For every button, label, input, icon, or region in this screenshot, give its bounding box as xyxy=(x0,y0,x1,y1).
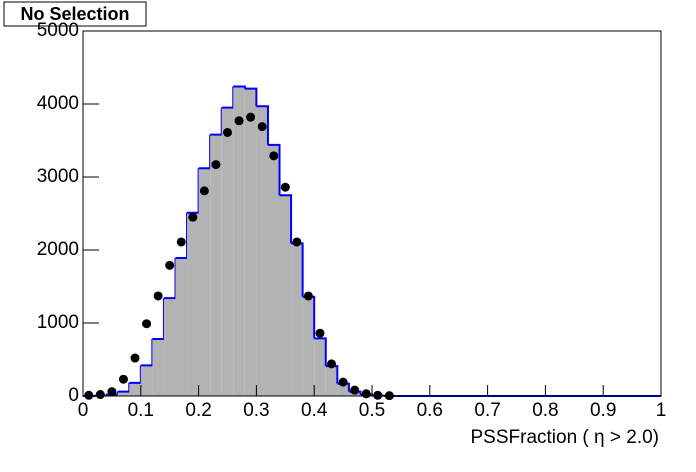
data-point xyxy=(153,291,163,301)
histogram-bar xyxy=(267,144,280,396)
histogram-bar xyxy=(256,106,268,396)
histogram-outline xyxy=(256,105,269,145)
histogram-bar xyxy=(117,391,130,396)
y-tick-label: 0 xyxy=(68,385,79,406)
data-point xyxy=(246,112,256,122)
data-point xyxy=(257,122,267,132)
histogram-bar xyxy=(175,258,188,396)
histogram-outline xyxy=(279,194,293,244)
x-tick-label: 0.9 xyxy=(590,400,616,421)
x-tick-label: 0.4 xyxy=(301,400,328,421)
histogram-bar xyxy=(187,212,199,396)
histogram-outline xyxy=(267,143,281,196)
histogram-bar xyxy=(314,338,326,396)
histogram-outline xyxy=(244,87,258,107)
x-tick-label: 0 xyxy=(78,400,89,421)
histogram-outline xyxy=(210,107,223,136)
histogram-outline xyxy=(175,212,189,260)
histogram-bar xyxy=(129,382,141,396)
histogram-outline xyxy=(198,134,212,170)
histogram-outline xyxy=(221,86,235,109)
histogram-bar xyxy=(325,366,338,396)
data-point xyxy=(292,237,302,247)
x-tick-label: 0.8 xyxy=(532,400,558,421)
histogram-outline xyxy=(152,298,165,341)
x-tick-label: 0.2 xyxy=(185,400,211,421)
y-tick-label: 1000 xyxy=(37,312,79,333)
data-point xyxy=(269,151,279,161)
histogram-bar xyxy=(291,243,303,396)
x-tick-label: 0.5 xyxy=(359,400,385,421)
histogram-outline xyxy=(187,168,200,214)
histogram-bar xyxy=(244,88,257,397)
x-tick-label: 0.3 xyxy=(243,400,269,421)
x-tick-label: 0.7 xyxy=(474,400,500,421)
x-tick-label: 0.1 xyxy=(128,400,154,421)
data-point xyxy=(211,160,221,170)
histogram-outline xyxy=(140,339,154,367)
histogram-outline xyxy=(314,337,327,367)
y-tick-label: 3000 xyxy=(37,166,79,187)
data-point xyxy=(361,389,371,399)
data-point xyxy=(130,353,140,363)
data-point xyxy=(188,212,198,222)
histogram-bar xyxy=(152,339,164,396)
data-point xyxy=(199,186,209,196)
data-point xyxy=(223,127,232,137)
data-point xyxy=(107,387,117,397)
chart-title: No Selection xyxy=(20,4,129,24)
y-tick-label: 4000 xyxy=(37,93,79,114)
histogram-bar xyxy=(210,134,222,396)
histogram-bar xyxy=(302,296,315,396)
data-point xyxy=(234,116,244,126)
x-tick-label: 0.6 xyxy=(417,400,443,421)
histogram-bar xyxy=(140,365,153,396)
histogram-bar xyxy=(163,298,176,396)
data-point xyxy=(350,385,360,395)
histogram-bar xyxy=(279,195,292,396)
histogram-bar xyxy=(233,86,245,396)
data-point xyxy=(176,237,186,247)
data-point xyxy=(338,377,348,387)
histogram-bar xyxy=(337,383,349,396)
data-point xyxy=(373,390,383,400)
histogram-bar xyxy=(198,168,211,396)
title-box xyxy=(3,1,147,27)
data-point xyxy=(315,328,325,338)
x-axis-label: PSSFraction ( η > 2.0) xyxy=(471,427,660,448)
data-point xyxy=(327,359,337,369)
histogram-outline xyxy=(117,382,131,393)
histogram-bar xyxy=(221,107,234,397)
histogram-outline xyxy=(129,365,142,384)
data-point xyxy=(165,260,175,270)
data-point xyxy=(280,182,290,192)
y-tick-label: 2000 xyxy=(37,239,79,260)
data-point xyxy=(142,319,152,329)
data-point xyxy=(84,390,94,400)
y-tick-label: 5000 xyxy=(37,20,79,41)
data-point xyxy=(303,291,313,301)
data-point xyxy=(95,390,105,400)
x-tick-label: 1 xyxy=(656,400,667,421)
data-point xyxy=(118,374,128,384)
